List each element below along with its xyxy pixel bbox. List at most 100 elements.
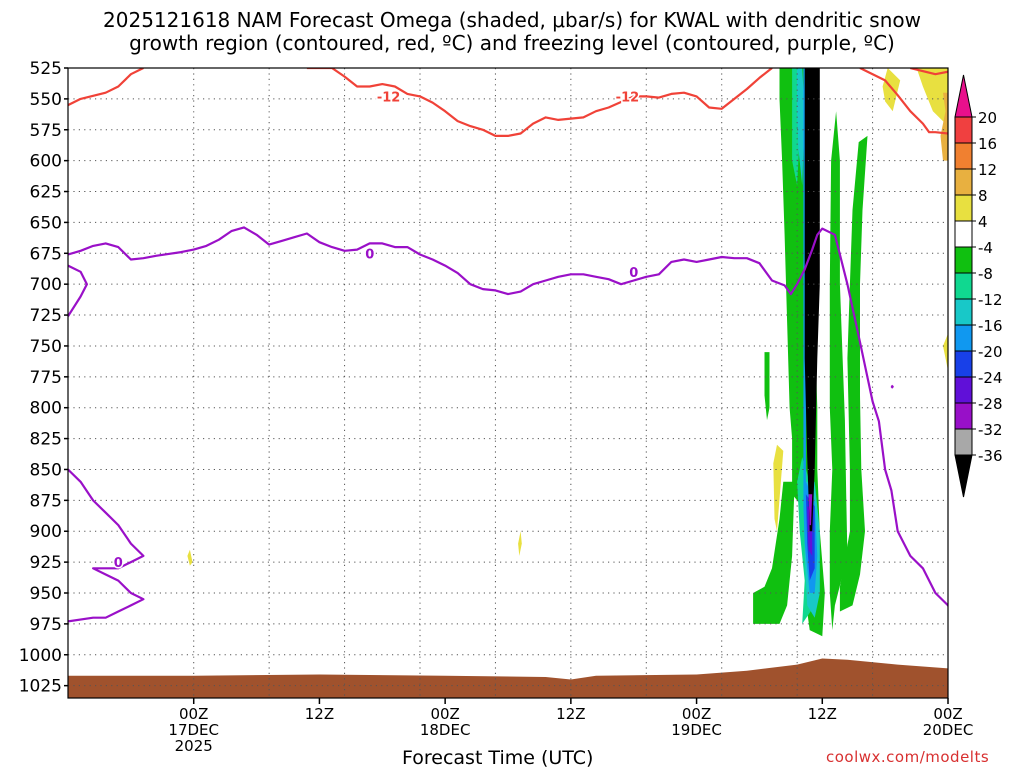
omega-region-20 [808,494,813,526]
y-tick-label-825: 825 [30,430,62,450]
omega-region-9 [839,135,868,612]
freezing-contour-segment-2 [68,468,145,623]
colorbar-label-12: -32 [978,421,1003,439]
y-tick-label-700: 700 [30,275,62,295]
y-tick-label-925: 925 [30,553,62,573]
colorbar-label-10: -24 [978,369,1003,387]
colorbar-label-13: -36 [978,447,1003,465]
x-tick-label-20-1: 18DEC [420,721,471,739]
colorbar: 20 16 12 8 4 -4 -8 -12 -16 -20 -24 -28 -32 -36 [954,74,1003,498]
y-tick-label-775: 775 [30,368,62,388]
y-tick-label-975: 975 [30,615,62,635]
plot-frame [67,67,949,699]
x-tick-label-0-0: 00Z [179,705,208,723]
contour-layer: -12 -12 0 0 0 [68,68,1024,623]
omega-region-5 [187,549,193,566]
colorbar-bin-12 [954,402,973,430]
dgz-contour-segment-2 [859,68,948,135]
colorbar-bin-1 [954,116,973,144]
axis-labels-layer: 525 550 575 600 625 650 675 700 725 750 775 800 825 8… [19,59,974,755]
y-tick-label-575: 575 [30,121,62,141]
y-tick-label-875: 875 [30,491,62,511]
dgz-contour-segment-0 [68,68,144,107]
colorbar-bin-3 [954,168,973,196]
colorbar-label-5: -4 [978,239,993,257]
y-tick-label-1000: 1000 [19,646,62,666]
y-tick-label-800: 800 [30,399,62,419]
omega-region-4 [518,531,522,556]
y-tick-label-750: 750 [30,337,62,357]
credit-text: coolwx.com/modelts [826,748,990,766]
colorbar-label-11: -28 [978,395,1003,413]
colorbar-bin-10 [954,350,973,378]
y-tick-label-850: 850 [30,460,62,480]
grid-layer [68,67,949,698]
omega-region-2 [940,92,948,161]
chart-title-line-1: 2025121618 NAM Forecast Omega (shaded, μ… [103,8,921,32]
dgz-contour-label-0: -12 [377,90,401,105]
freezing-contour-label-1: 0 [365,247,374,262]
colorbar-label-8: -16 [978,317,1003,335]
y-tick-label-950: 950 [30,584,62,604]
y-tick-label-675: 675 [30,244,62,264]
colorbar-bin-5 [954,220,973,248]
colorbar-label-4: 4 [978,213,988,231]
x-tick-label-20-0: 00Z [430,705,459,723]
omega-region-8 [829,111,848,631]
dgz-contour-segment-1 [306,68,773,137]
colorbar-label-1: 16 [978,135,997,153]
terrain-fill [68,658,948,698]
colorbar-bin-14 [954,454,973,498]
x-tick-label-50-0: 12Z [808,705,837,723]
colorbar-label-0: 20 [978,109,997,127]
colorbar-bin-8 [954,298,973,326]
freezing-contour-segment-3 [1005,289,1024,513]
x-tick-label-30-0: 12Z [556,705,585,723]
colorbar-label-2: 12 [978,161,997,179]
omega-region-0 [882,68,901,112]
colorbar-bin-6 [954,246,973,274]
x-tick-label-0-2: 2025 [175,737,213,755]
colorbar-label-3: 8 [978,187,988,205]
omega-region-19 [804,68,820,532]
colorbar-bin-4 [954,194,973,222]
y-tick-label-1025: 1025 [19,677,62,697]
freezing-contour-segment-1 [68,264,88,317]
y-tick-label-625: 625 [30,183,62,203]
colorbar-bin-0 [954,74,973,118]
omega-region-10 [764,352,770,421]
colorbar-bin-2 [954,142,973,170]
omega-region-14 [797,68,805,186]
x-tick-label-40-1: 19DEC [671,721,722,739]
y-tick-label-900: 900 [30,522,62,542]
x-tick-label-60-0: 00Z [933,705,962,723]
colorbar-label-7: -12 [978,291,1003,309]
colorbar-bin-7 [954,272,973,300]
chart-title-line-2: growth region (contoured, red, ºC) and f… [129,31,895,55]
y-tick-label-650: 650 [30,213,62,233]
x-tick-label-40-0: 00Z [682,705,711,723]
x-tick-label-60-1: 20DEC [923,721,974,739]
omega-region-11 [753,481,795,624]
colorbar-bin-11 [954,376,973,404]
x-tick-label-10-0: 12Z [305,705,334,723]
freezing-contour-label-0: 0 [114,556,123,571]
colorbar-bin-13 [954,428,973,456]
x-tick-label-0-1: 17DEC [168,721,219,739]
y-tick-label-525: 525 [30,59,62,79]
omega-shading-layer [187,68,948,637]
x-axis-title: Forecast Time (UTC) [402,747,594,769]
y-tick-label-600: 600 [30,152,62,172]
terrain-layer [68,658,948,698]
freezing-contour-label-2: 0 [629,266,638,281]
colorbar-bin-9 [954,324,973,352]
y-tick-label-725: 725 [30,306,62,326]
colorbar-label-9: -20 [978,343,1003,361]
omega-region-3 [773,444,784,532]
dgz-contour-segment-3 [910,68,948,76]
colorbar-label-6: -8 [978,265,993,283]
freezing-contour-segment-0 [68,226,948,608]
freezing-contour-segment-4 [890,384,894,389]
dgz-contour-label-1: -12 [616,90,640,105]
